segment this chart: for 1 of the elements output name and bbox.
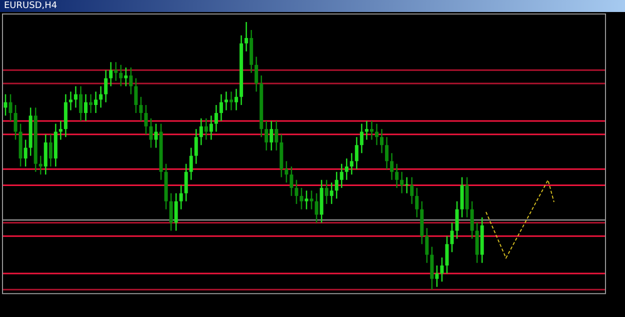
chart-title: EURUSD,H4 bbox=[0, 0, 625, 12]
